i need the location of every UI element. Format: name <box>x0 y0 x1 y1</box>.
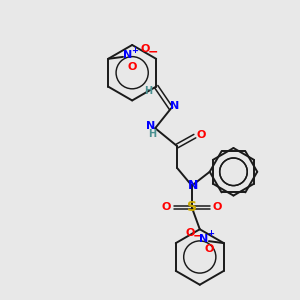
Text: O: O <box>185 228 195 238</box>
Text: O: O <box>127 62 136 72</box>
Text: O: O <box>161 202 171 212</box>
Text: O: O <box>140 44 149 54</box>
Text: N: N <box>200 234 208 244</box>
Text: N: N <box>146 121 155 131</box>
Text: −: − <box>193 230 203 243</box>
Text: +: + <box>131 46 138 56</box>
Text: −: − <box>148 45 158 58</box>
Text: O: O <box>196 130 206 140</box>
Text: H: H <box>144 85 152 96</box>
Text: N: N <box>123 50 133 60</box>
Text: O: O <box>213 202 222 212</box>
Text: N: N <box>170 101 180 111</box>
Text: H: H <box>148 129 156 139</box>
Text: O: O <box>204 244 214 254</box>
Text: +: + <box>207 229 214 238</box>
Text: N: N <box>188 179 198 192</box>
Text: S: S <box>187 200 197 214</box>
